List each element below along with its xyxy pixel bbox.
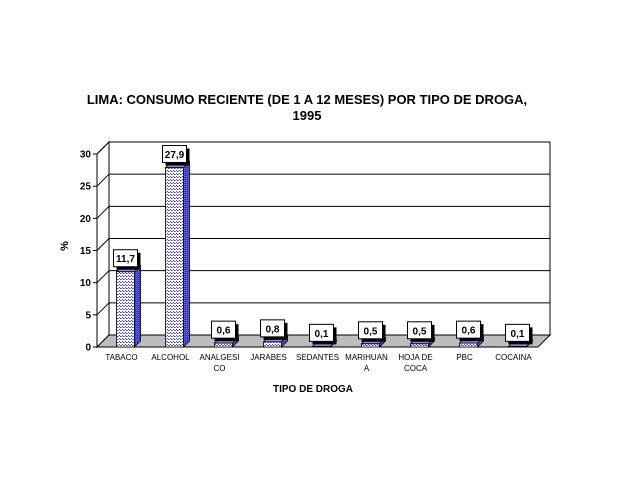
data-label: 0,8: [266, 324, 280, 335]
chart-title-line1: LIMA: CONSUMO RECIENTE (DE 1 A 12 MESES)…: [87, 92, 527, 107]
chart-back-wall: [96, 141, 551, 348]
x-tick-label: JARABES: [250, 353, 286, 362]
data-label: 0,6: [462, 326, 476, 337]
bar: [361, 343, 380, 348]
bar: [508, 345, 527, 348]
bar: [165, 167, 184, 348]
data-label-box: [358, 321, 383, 340]
chart-title-line2: 1995: [293, 108, 322, 123]
y-tick-label: 10: [80, 278, 92, 289]
data-label: 11,7: [116, 254, 135, 265]
data-label: 0,1: [511, 329, 525, 340]
data-label: 0,1: [315, 329, 329, 340]
x-tick-label: A: [364, 364, 370, 373]
bar: [312, 345, 331, 348]
x-tick-label: MARIHUAN: [345, 353, 388, 362]
x-tick-label: PBC: [456, 353, 473, 362]
data-label-box: [260, 319, 285, 338]
data-label: 27,9: [165, 150, 185, 161]
y-tick-label: 30: [80, 150, 92, 161]
data-label-box: [505, 323, 530, 342]
gridline-side: [96, 270, 110, 284]
x-tick-label: COCAINA: [495, 353, 532, 362]
y-tick-label: 20: [80, 214, 92, 225]
gridline-side: [96, 302, 110, 316]
x-axis-label: TIPO DE DROGA: [273, 384, 353, 395]
x-tick-label: COCA: [404, 364, 428, 373]
x-tick-label: HOJA DE: [398, 353, 432, 362]
x-tick-label: ANALGESI: [199, 353, 239, 362]
gridline-side: [96, 141, 110, 155]
x-tick-label: ALCOHOL: [151, 353, 190, 362]
data-label-box: [113, 249, 138, 268]
y-tick-label: 25: [80, 182, 92, 193]
bar: [214, 342, 233, 348]
data-label-box: [309, 323, 334, 342]
y-tick-label: 15: [80, 246, 92, 257]
bar-side: [134, 264, 141, 348]
data-label: 0,5: [413, 326, 427, 337]
data-label: 0,5: [364, 326, 378, 337]
x-tick-label: SEDANTES: [296, 353, 339, 362]
data-label: 0,6: [217, 326, 231, 337]
x-tick-label: TABACO: [105, 353, 137, 362]
gridline-side: [96, 238, 110, 251]
y-tick-label: 5: [85, 310, 91, 321]
bar: [459, 342, 478, 348]
data-label-box: [407, 321, 432, 340]
bar-side: [183, 160, 190, 348]
y-axis-label: %: [59, 241, 71, 251]
gridline-side: [96, 205, 110, 219]
plot-area: 0 5 10 15 20 25 30 11,7 TABACO 27,9 ALCOHOL 0,6 ANAL…: [80, 140, 552, 373]
bar: [410, 343, 429, 348]
data-label-box: [162, 145, 187, 164]
data-label-box: [456, 320, 481, 339]
bar: [263, 341, 282, 348]
y-tick-label: 0: [85, 343, 91, 354]
x-tick-label: CO: [214, 364, 226, 373]
bar: [116, 271, 135, 348]
data-label-box: [211, 320, 236, 339]
gridline-side: [96, 173, 110, 187]
